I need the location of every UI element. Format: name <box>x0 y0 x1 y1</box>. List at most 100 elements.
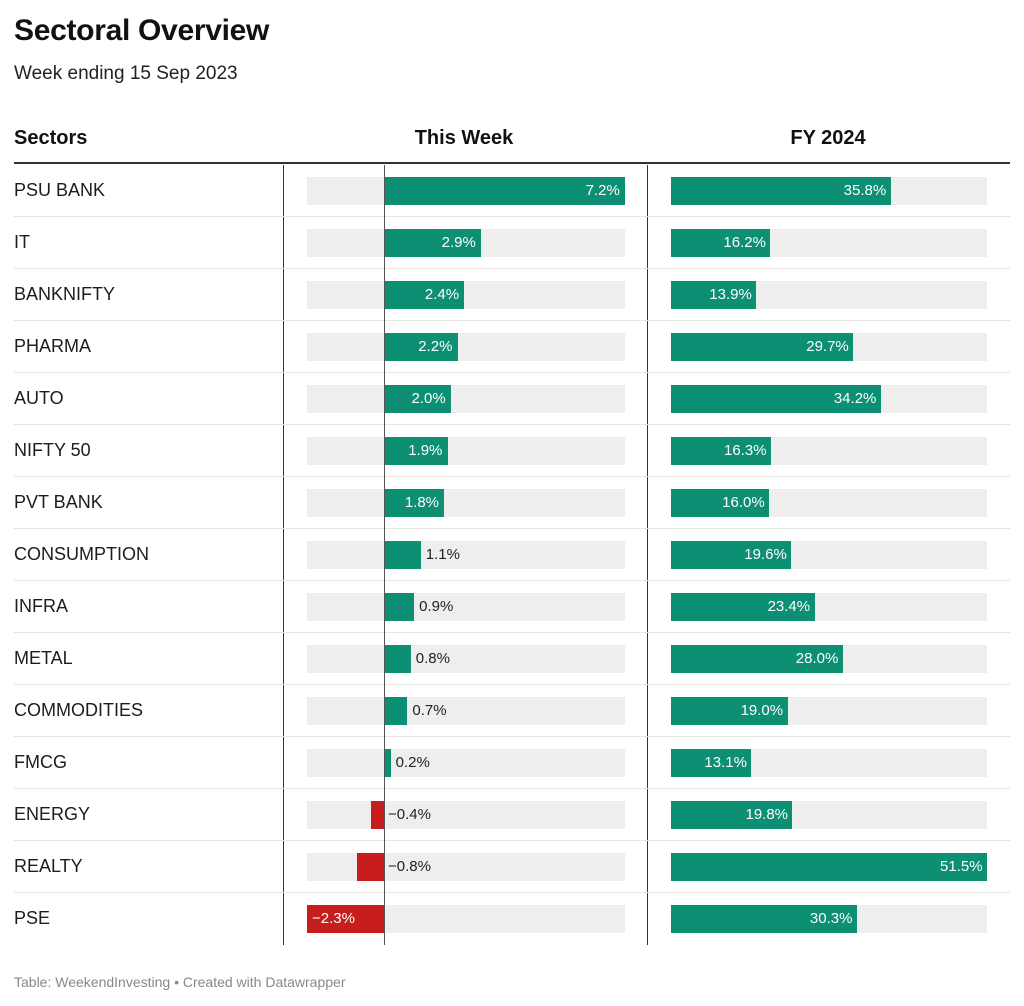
fy-2024-value-label: 23.4% <box>767 598 811 615</box>
table-row: ENERGY −0.4% 19.8% <box>14 789 1010 841</box>
fy-2024-value-label: 30.3% <box>809 910 853 927</box>
row-separator <box>14 424 1010 425</box>
this-week-value-label: 0.2% <box>395 754 430 771</box>
fy-2024-value-label: 28.0% <box>795 650 839 667</box>
table-row: REALTY −0.8% 51.5% <box>14 841 1010 893</box>
this-week-bar <box>383 437 448 465</box>
row-separator <box>14 216 1010 217</box>
header-this-week[interactable]: This Week <box>414 127 514 149</box>
row-separator <box>14 268 1010 269</box>
fy-2024-value-label: 35.8% <box>843 182 887 199</box>
this-week-value-label: 0.9% <box>419 598 454 615</box>
fy-2024-bar <box>671 541 792 569</box>
table-row: PHARMA 2.2% 29.7% <box>14 321 1010 373</box>
fy-2024-bar <box>671 489 770 517</box>
this-week-track <box>307 541 625 569</box>
this-week-bar <box>383 281 465 309</box>
row-separator <box>14 580 1010 581</box>
this-week-bar <box>383 177 625 205</box>
this-week-bar <box>383 593 415 621</box>
row-separator <box>14 476 1010 477</box>
this-week-track <box>307 385 625 413</box>
fy-2024-bar <box>671 593 815 621</box>
this-week-value-label: 0.8% <box>415 650 450 667</box>
column-divider-sectors <box>283 165 284 945</box>
table-row: FMCG 0.2% 13.1% <box>14 737 1010 789</box>
sector-label: PSU BANK <box>14 180 106 200</box>
this-week-track <box>307 437 625 465</box>
table-row: NIFTY 50 1.9% 16.3% <box>14 425 1010 477</box>
row-separator <box>14 892 1010 893</box>
fy-2024-value-label: 29.7% <box>806 338 849 355</box>
sector-label: ENERGY <box>14 804 91 824</box>
row-separator <box>14 736 1010 737</box>
header-sectors[interactable]: Sectors <box>14 127 88 149</box>
this-week-bar <box>383 541 421 569</box>
sector-label: REALTY <box>14 856 83 876</box>
chart-title: Sectoral Overview <box>14 14 270 47</box>
column-divider-this-week <box>647 165 648 945</box>
this-week-zero-line <box>383 165 385 945</box>
sector-label: PVT BANK <box>14 492 103 512</box>
table-header: Sectors This Week FY 2024 <box>14 118 1010 164</box>
header-fy-2024[interactable]: FY 2024 <box>790 127 866 149</box>
table-footer: Table: WeekendInvesting • Created with D… <box>14 974 346 990</box>
fy-2024-bar <box>671 697 788 725</box>
this-week-value-label: 1.9% <box>408 442 443 459</box>
table-row: PSE −2.3% 30.3% <box>14 893 1010 945</box>
this-week-bar <box>383 645 411 673</box>
sector-label: CONSUMPTION <box>14 544 149 564</box>
sector-label: AUTO <box>14 388 64 408</box>
this-week-track <box>307 489 625 517</box>
fy-2024-value-label: 13.9% <box>709 286 752 303</box>
this-week-value-label: 7.2% <box>585 182 620 199</box>
this-week-bar <box>383 749 391 777</box>
row-separator <box>14 320 1010 321</box>
sector-label: BANKNIFTY <box>14 284 116 304</box>
this-week-track <box>307 697 625 725</box>
fy-2024-bar <box>671 853 987 881</box>
this-week-bar <box>383 333 458 361</box>
sector-label: PHARMA <box>14 336 92 356</box>
this-week-track <box>307 801 625 829</box>
fy-2024-bar <box>671 281 757 309</box>
fy-2024-bar <box>671 801 793 829</box>
this-week-value-label: 2.0% <box>411 390 446 407</box>
fy-2024-bar <box>671 905 857 933</box>
fy-2024-value-label: 51.5% <box>940 858 983 875</box>
this-week-bar <box>357 853 384 881</box>
this-week-value-label: 0.7% <box>412 702 447 719</box>
fy-2024-bar <box>671 333 854 361</box>
this-week-value-label: 1.8% <box>404 494 440 511</box>
this-week-bar <box>383 697 408 725</box>
row-separator <box>14 788 1010 789</box>
this-week-track <box>307 593 625 621</box>
table-row: PSU BANK 7.2% 35.8% <box>14 165 1010 217</box>
fy-2024-bar <box>671 385 881 413</box>
this-week-bar <box>307 905 384 933</box>
sector-label: PSE <box>14 908 51 928</box>
fy-2024-value-label: 19.8% <box>745 806 789 823</box>
this-week-track <box>307 333 625 361</box>
this-week-value-label: 2.4% <box>424 286 460 303</box>
table-row: AUTO 2.0% 34.2% <box>14 373 1010 425</box>
this-week-bar <box>383 489 445 517</box>
table-row: COMMODITIES 0.7% 19.0% <box>14 685 1010 737</box>
this-week-track <box>307 645 625 673</box>
sector-label: FMCG <box>14 752 67 772</box>
fy-2024-value-label: 13.1% <box>704 754 747 771</box>
this-week-bar <box>383 385 451 413</box>
this-week-bar <box>383 229 482 257</box>
table-row: BANKNIFTY 2.4% 13.9% <box>14 269 1010 321</box>
table-row: PVT BANK 1.8% 16.0% <box>14 477 1010 529</box>
fy-2024-value-label: 19.0% <box>740 702 784 719</box>
table-row: IT 2.9% 16.2% <box>14 217 1010 269</box>
this-week-value-label: −2.3% <box>312 910 355 927</box>
fy-2024-value-label: 19.6% <box>744 546 787 563</box>
this-week-value-label: −0.8% <box>387 858 431 875</box>
sector-label: NIFTY 50 <box>14 440 91 460</box>
sector-label: IT <box>14 232 30 252</box>
this-week-value-label: −0.4% <box>387 806 431 823</box>
table-row: CONSUMPTION 1.1% 19.6% <box>14 529 1010 581</box>
fy-2024-value-label: 16.3% <box>724 442 767 459</box>
